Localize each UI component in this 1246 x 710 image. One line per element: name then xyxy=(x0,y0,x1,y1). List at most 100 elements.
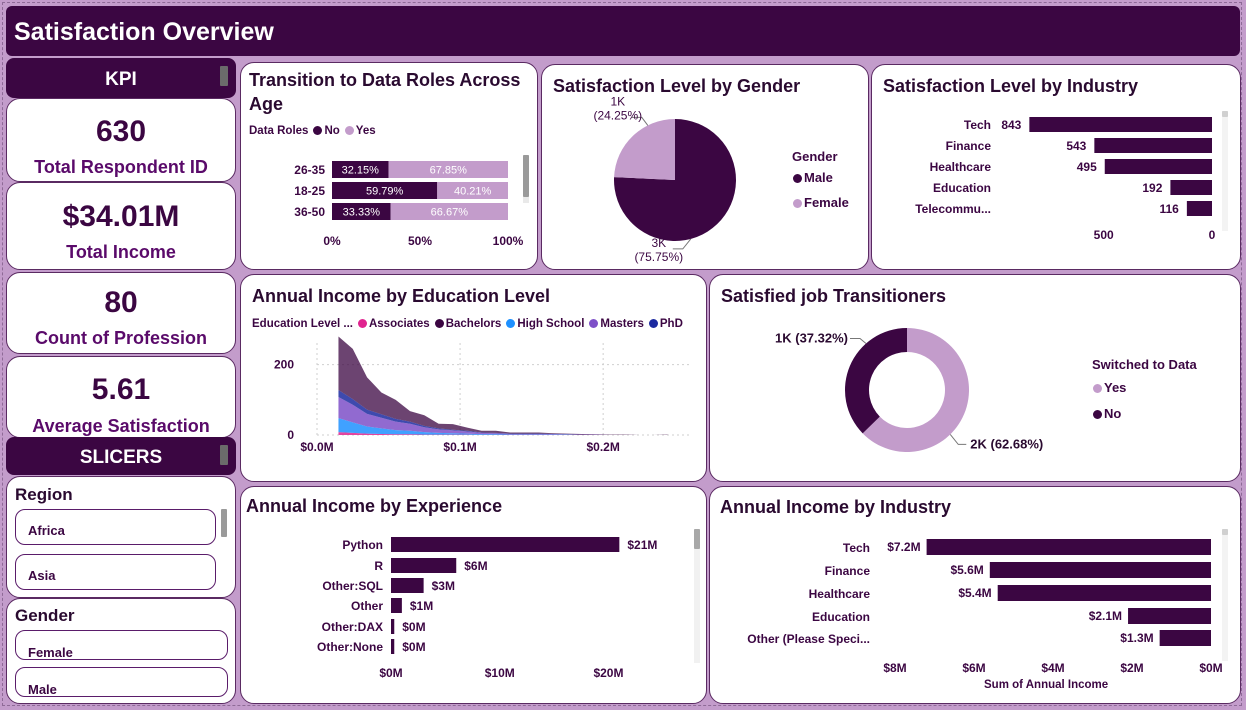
category-label: Telecommu... xyxy=(915,202,991,216)
data-label: (75.75%) xyxy=(634,250,683,264)
bar[interactable] xyxy=(926,539,1211,555)
gender-title: Satisfaction Level by Gender xyxy=(553,76,801,96)
category-label: Tech xyxy=(964,118,991,132)
slicer-item-female[interactable]: Female xyxy=(15,630,228,660)
bar[interactable] xyxy=(391,598,402,613)
experience-bar-chart: $21M Python $6M R $3M Other:SQL $1M Other $0M Oth… xyxy=(317,537,657,680)
data-label: (24.25%) xyxy=(593,108,642,122)
bar[interactable] xyxy=(1128,608,1211,624)
data-label: 3K xyxy=(651,236,666,250)
bar-no[interactable] xyxy=(332,161,389,178)
bar[interactable] xyxy=(391,639,395,654)
gender-legend-title: Gender xyxy=(792,149,838,164)
data-label: 543 xyxy=(1066,139,1086,153)
area-associates[interactable] xyxy=(338,432,668,435)
header-handle-icon[interactable] xyxy=(220,445,228,465)
industry-income-scrollbar[interactable] xyxy=(1222,529,1228,661)
kpi-header-label: KPI xyxy=(105,69,137,90)
switched-title: Satisfied job Transitioners xyxy=(721,286,947,306)
category-label: Other:DAX xyxy=(322,620,383,634)
data-label: $21M xyxy=(627,538,657,552)
tick-label: $0M xyxy=(1199,661,1222,675)
bar-yes[interactable] xyxy=(437,182,508,199)
slicer-item-male[interactable]: Male xyxy=(15,667,228,697)
header-handle-icon[interactable] xyxy=(220,66,228,86)
report-header: Satisfaction Overview xyxy=(6,6,1240,56)
bar[interactable] xyxy=(1170,180,1212,195)
category-label: 18-25 xyxy=(294,184,325,198)
bar[interactable] xyxy=(997,585,1211,601)
category-label: Python xyxy=(342,538,383,552)
data-label: 1K (37.32%) xyxy=(775,330,848,345)
pie-slice-female[interactable] xyxy=(614,119,675,180)
education-panel: Annual Income by Education Level Educati… xyxy=(240,274,707,482)
industry-satisfaction-scrollbar[interactable] xyxy=(1222,111,1228,231)
legend-swatch-masters xyxy=(589,319,599,328)
bar-yes[interactable] xyxy=(390,203,508,220)
bar[interactable] xyxy=(1159,630,1211,646)
category-label: Healthcare xyxy=(930,160,992,174)
data-label: 33.33% xyxy=(343,207,381,219)
bar[interactable] xyxy=(391,558,457,573)
region-slicer: Region Africa Asia xyxy=(6,476,236,598)
tick-label: 100% xyxy=(493,234,524,248)
bar[interactable] xyxy=(989,562,1211,578)
bar[interactable] xyxy=(1094,138,1212,153)
tick-label: 0 xyxy=(1209,228,1216,242)
legend-item-label: Yes xyxy=(1104,380,1127,395)
leader-line xyxy=(850,337,867,344)
donut-slice-yes[interactable] xyxy=(862,328,969,452)
slicer-item-label: Asia xyxy=(28,568,56,583)
tick-label: 50% xyxy=(408,234,432,248)
legend-title: Data Roles xyxy=(249,125,309,137)
education-area-chart: 0 200 $0.0M $0.1M $0.2M xyxy=(274,336,689,454)
tick-label: 200 xyxy=(274,358,294,372)
tick-label: $10M xyxy=(485,666,515,680)
bar[interactable] xyxy=(391,578,424,593)
bar[interactable] xyxy=(391,537,620,552)
tick-label: $4M xyxy=(1041,661,1064,675)
bar[interactable] xyxy=(391,619,395,634)
data-label: 495 xyxy=(1077,160,1097,174)
kpi-value: 630 xyxy=(95,115,147,148)
industry-satisfaction-title: Satisfaction Level by Industry xyxy=(883,76,1139,96)
legend-swatch-yes xyxy=(1093,384,1102,393)
bar[interactable] xyxy=(1186,201,1212,216)
legend-swatch-highschool xyxy=(506,319,516,328)
transition-scrollbar[interactable] xyxy=(523,155,529,203)
donut-slice-no[interactable] xyxy=(845,328,907,434)
bar[interactable] xyxy=(1104,159,1212,174)
tick-label: $0.1M xyxy=(443,440,476,454)
switched-panel: Satisfied job Transitioners 2K (62.68%) 1… xyxy=(709,274,1241,482)
data-label: 116 xyxy=(1160,202,1180,216)
gender-slicer: Gender Female Male xyxy=(6,598,236,704)
kpi-card-satisfaction: 5.61 Average Satisfaction xyxy=(6,356,236,438)
kpi-card-professions: 80 Count of Profession xyxy=(6,272,236,354)
legend-item-no: No xyxy=(324,125,340,137)
bar-yes[interactable] xyxy=(388,161,508,178)
legend-item-label: No xyxy=(1104,406,1122,421)
kpi-value: 5.61 xyxy=(91,373,151,406)
area-high-school[interactable] xyxy=(338,418,668,435)
gender-slicer-title: Gender xyxy=(15,606,75,625)
legend-item-bachelors: Bachelors xyxy=(445,318,502,330)
legend-item-female: Female xyxy=(788,195,849,210)
legend-item-no: No xyxy=(1088,406,1121,421)
data-label: $3M xyxy=(432,579,455,593)
tick-label: $2M xyxy=(1120,661,1143,675)
slicer-item-asia[interactable]: Asia xyxy=(15,554,216,590)
transition-chart: 26-35 32.15% 67.85% 18-25 59.79% 40.21% 36-50 3… xyxy=(294,161,524,248)
legend-item-yes: Yes xyxy=(355,125,376,137)
category-label: Education xyxy=(933,181,991,195)
kpi-value: 80 xyxy=(104,286,138,319)
bar[interactable] xyxy=(1029,117,1212,132)
experience-scrollbar[interactable] xyxy=(694,529,700,663)
data-label: 192 xyxy=(1142,181,1162,195)
industry-income-panel: Annual Income by Industry $7.2M Tech $5.6M… xyxy=(709,486,1241,704)
region-slicer-scrollbar[interactable] xyxy=(221,509,227,569)
data-label: $6M xyxy=(464,559,487,573)
bar-no[interactable] xyxy=(332,203,391,220)
bar-no[interactable] xyxy=(332,182,438,199)
slicer-item-label: Africa xyxy=(28,523,65,538)
slicer-item-africa[interactable]: Africa xyxy=(15,509,216,545)
